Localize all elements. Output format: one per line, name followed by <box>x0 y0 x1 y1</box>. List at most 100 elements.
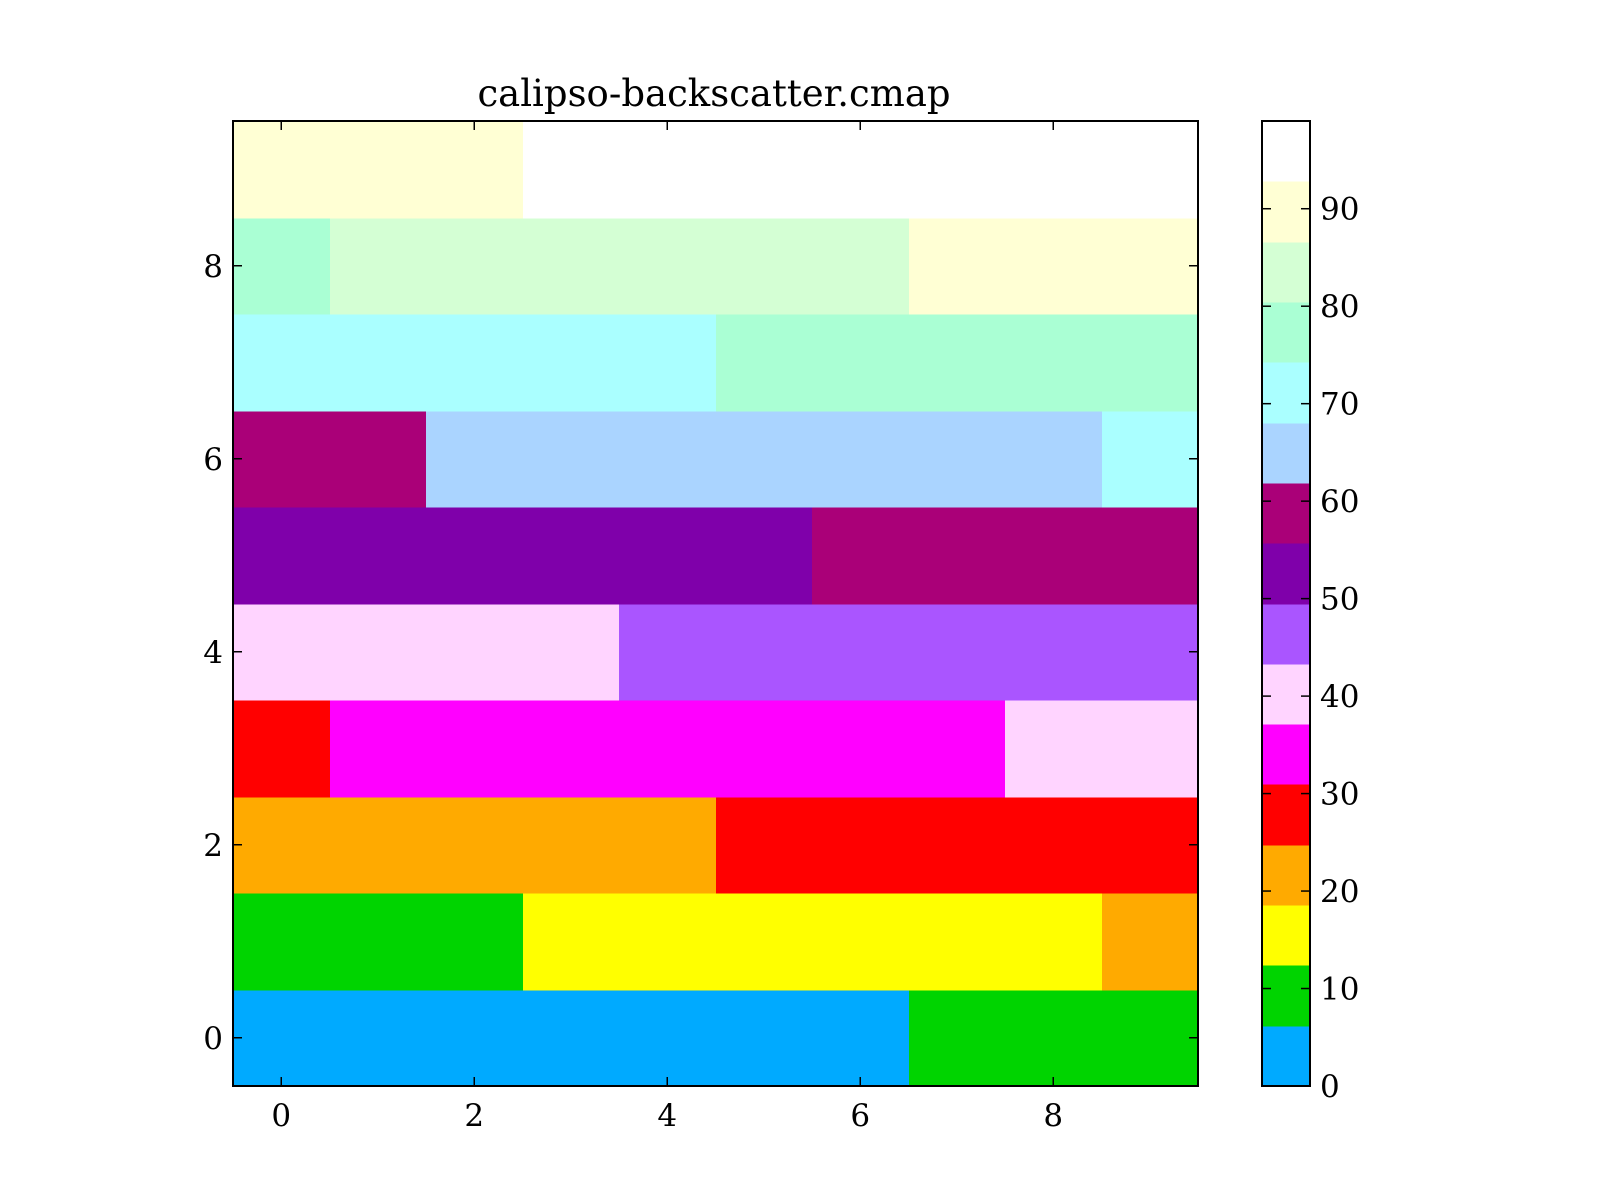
heatmap-cell <box>909 314 1006 412</box>
colorbar-swatch <box>1262 423 1310 484</box>
heatmap-cell <box>233 604 331 701</box>
colorbar-swatch <box>1262 724 1310 785</box>
heatmap-cell <box>1102 604 1199 701</box>
heatmap-cell <box>1102 700 1199 798</box>
heatmap-cell <box>812 797 910 894</box>
colorbar-frame <box>1261 120 1311 1087</box>
x-tick-label: 6 <box>850 1098 870 1134</box>
colorbar-swatch <box>1262 543 1310 605</box>
y-tick-label: 6 <box>203 442 223 478</box>
heatmap-cell <box>233 990 331 1087</box>
x-axis: 0 2 4 6 8 <box>271 121 1063 1134</box>
heatmap-cell <box>523 604 620 701</box>
heatmap-cell <box>1102 507 1199 605</box>
heatmap-cell <box>812 990 910 1087</box>
heatmap-cell <box>426 218 524 315</box>
heatmap-cell <box>909 797 1006 894</box>
heatmap-cell <box>426 314 524 412</box>
colorbar-swatch <box>1262 483 1310 544</box>
heatmap-cell <box>1102 314 1199 412</box>
heatmap-cell <box>233 700 331 798</box>
chart-title: calipso-backscatter.cmap <box>477 72 950 115</box>
colorbar-swatch <box>1262 242 1310 303</box>
colorbar-swatch <box>1262 604 1310 665</box>
heatmap-cell <box>812 218 910 315</box>
y-tick-label: 2 <box>203 828 223 864</box>
heatmap-cell <box>716 604 813 701</box>
heatmap-cell <box>1005 507 1103 605</box>
heatmap-cell <box>330 121 427 219</box>
heatmap-cell <box>330 411 427 508</box>
colorbar-swatch <box>1262 965 1310 1027</box>
heatmap-cell <box>909 411 1006 508</box>
heatmap-cell <box>909 700 1006 798</box>
heatmap-cell <box>233 218 331 315</box>
colorbar-tick-label: 20 <box>1320 874 1359 910</box>
heatmap-cell <box>523 218 620 315</box>
heatmap-cell <box>619 990 717 1087</box>
colorbar-tick-label: 60 <box>1320 484 1359 520</box>
heatmap-cell <box>426 700 524 798</box>
heatmap-cell <box>426 507 524 605</box>
heatmap-cell <box>619 218 717 315</box>
heatmap-cell <box>619 411 717 508</box>
heatmap-cell <box>909 893 1006 991</box>
colorbar-swatch <box>1262 1026 1310 1087</box>
colorbar <box>1262 121 1310 1087</box>
heatmap-cell <box>909 121 1006 219</box>
x-tick-label: 8 <box>1043 1098 1063 1134</box>
heatmap-cell <box>1005 314 1103 412</box>
heatmap-cell <box>523 507 620 605</box>
heatmap-cell <box>330 990 427 1087</box>
heatmap-cell <box>619 507 717 605</box>
heatmap-cell <box>1005 700 1103 798</box>
heatmap-cell <box>426 121 524 219</box>
heatmap-cell <box>233 893 331 991</box>
heatmap-cell <box>716 218 813 315</box>
heatmap-cell <box>233 121 331 219</box>
heatmap-cell <box>330 218 427 315</box>
heatmap-cell <box>716 700 813 798</box>
heatmap-cells <box>233 121 1199 1087</box>
heatmap-cell <box>716 507 813 605</box>
colorbar-tick-label: 10 <box>1320 972 1359 1008</box>
heatmap-cell <box>909 218 1006 315</box>
heatmap-cell <box>812 507 910 605</box>
heatmap-cell <box>909 604 1006 701</box>
x-tick-label: 4 <box>657 1098 677 1134</box>
heatmap-cell <box>1005 411 1103 508</box>
heatmap-cell <box>523 893 620 991</box>
heatmap-cell <box>716 314 813 412</box>
heatmap-cell <box>716 990 813 1087</box>
heatmap-cell <box>1102 411 1199 508</box>
heatmap-cell <box>523 797 620 894</box>
heatmap-cell <box>1005 121 1103 219</box>
heatmap-cell <box>330 893 427 991</box>
colorbar-tick-label: 80 <box>1320 289 1359 325</box>
heatmap-cell <box>812 121 910 219</box>
heatmap-cell <box>716 121 813 219</box>
heatmap-cell <box>523 990 620 1087</box>
heatmap-cell <box>1102 990 1199 1087</box>
heatmap-cell <box>233 507 331 605</box>
heatmap-cell <box>330 700 427 798</box>
heatmap-cell <box>233 314 331 412</box>
heatmap-cell <box>426 893 524 991</box>
colorbar-swatch <box>1262 121 1310 182</box>
heatmap-cell <box>523 121 620 219</box>
heatmap-cell <box>523 411 620 508</box>
heatmap-cell <box>1102 893 1199 991</box>
colorbar-tick-label: 50 <box>1320 582 1359 618</box>
heatmap-cell <box>619 314 717 412</box>
heatmap-cell <box>523 700 620 798</box>
colorbar-swatch <box>1262 181 1310 243</box>
colorbar-swatch <box>1262 302 1310 363</box>
heatmap-cell <box>330 797 427 894</box>
heatmap-cell <box>812 604 910 701</box>
heatmap-cell <box>909 507 1006 605</box>
heatmap-cell <box>1005 218 1103 315</box>
heatmap-cell <box>1005 893 1103 991</box>
heatmap-cell <box>619 797 717 894</box>
heatmap-cell <box>233 411 331 508</box>
heatmap-cell <box>1005 797 1103 894</box>
